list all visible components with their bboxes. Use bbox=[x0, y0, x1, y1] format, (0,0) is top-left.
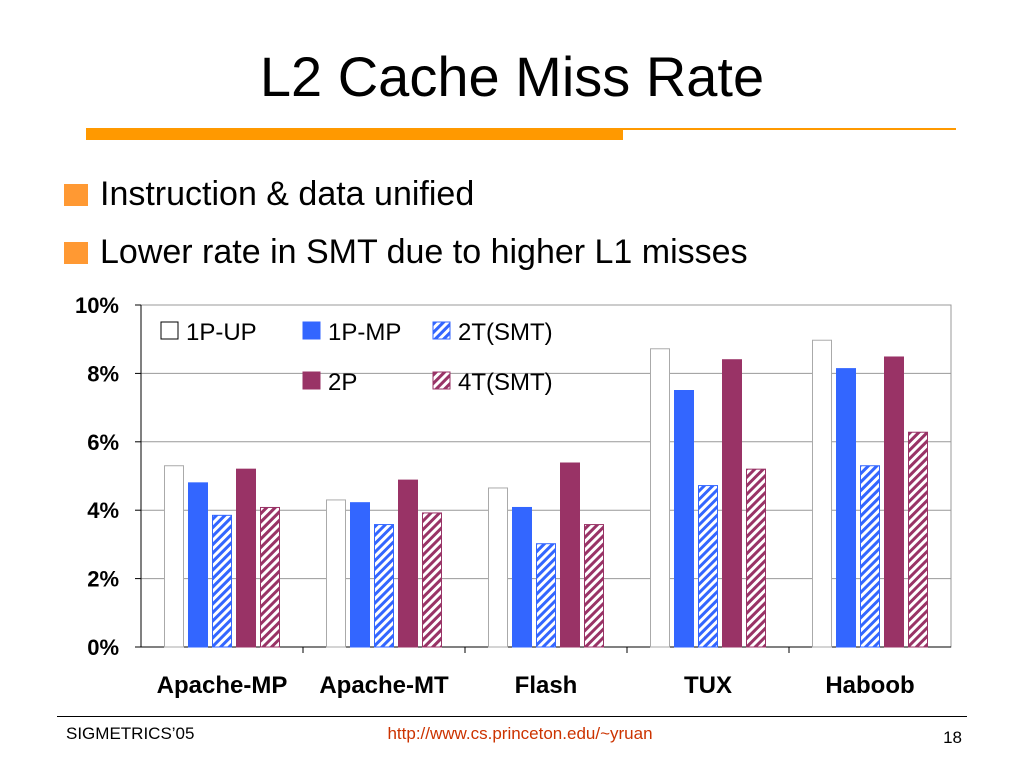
bar bbox=[398, 479, 418, 648]
bar bbox=[212, 514, 232, 648]
bullet-text: Instruction & data unified bbox=[100, 175, 475, 213]
bar bbox=[260, 506, 280, 648]
bar bbox=[746, 468, 766, 648]
bar bbox=[512, 506, 532, 648]
bar bbox=[536, 543, 556, 648]
bar bbox=[488, 487, 508, 648]
bar bbox=[560, 462, 580, 648]
bar bbox=[164, 465, 184, 648]
bar bbox=[698, 485, 718, 648]
slide-title: L2 Cache Miss Rate bbox=[259, 45, 765, 108]
bullet-item: Instruction & data unified bbox=[64, 170, 748, 228]
bar bbox=[812, 339, 832, 648]
legend-label: 2T(SMT) bbox=[458, 319, 553, 346]
page-number: 18 bbox=[943, 728, 962, 747]
title-underline bbox=[86, 128, 956, 140]
square-bullet-icon bbox=[64, 184, 88, 206]
legend-label: 1P-MP bbox=[328, 319, 401, 346]
bar bbox=[722, 359, 742, 648]
bar bbox=[884, 356, 904, 648]
bar bbox=[650, 348, 670, 648]
bullet-text: Lower rate in SMT due to higher L1 misse… bbox=[100, 233, 748, 271]
legend-swatch bbox=[302, 371, 321, 390]
title-underline-thick bbox=[86, 128, 623, 140]
legend-label: 4T(SMT) bbox=[458, 369, 553, 396]
y-tick-label: 6% bbox=[87, 430, 119, 455]
bar bbox=[188, 482, 208, 648]
x-category-label: Haboob bbox=[825, 672, 914, 699]
bar bbox=[422, 512, 442, 648]
x-category-label: Apache-MP bbox=[157, 672, 288, 699]
x-category-label: Flash bbox=[515, 672, 578, 699]
bar bbox=[908, 431, 928, 648]
bar-chart: 0% 2% 4% 6% 8% 10% Apache-MP Apache-MT Flash TUX H… bbox=[75, 293, 952, 699]
x-category-label: Apache-MT bbox=[319, 672, 449, 699]
bullet-list: Instruction & data unified Lower rate in… bbox=[64, 170, 748, 286]
bar bbox=[326, 499, 346, 648]
legend-swatch bbox=[432, 321, 451, 340]
y-tick-label: 2% bbox=[87, 567, 119, 592]
x-category-label: TUX bbox=[684, 672, 732, 699]
bar bbox=[374, 524, 394, 648]
footer-divider bbox=[57, 716, 967, 717]
y-tick-label: 8% bbox=[87, 361, 119, 386]
y-tick-label: 10% bbox=[75, 293, 119, 318]
footer-url-link[interactable]: http://www.cs.princeton.edu/~yruan bbox=[387, 724, 653, 743]
square-bullet-icon bbox=[64, 242, 88, 264]
legend-label: 2P bbox=[328, 369, 357, 396]
bar bbox=[584, 524, 604, 648]
bar bbox=[350, 502, 370, 648]
legend-swatch bbox=[160, 321, 179, 340]
bar bbox=[236, 468, 256, 648]
bar bbox=[674, 390, 694, 648]
bar bbox=[860, 465, 880, 648]
legend-swatch bbox=[432, 371, 451, 390]
legend-label: 1P-UP bbox=[186, 319, 257, 346]
legend-swatch bbox=[302, 321, 321, 340]
title-underline-thin bbox=[623, 128, 956, 130]
footer-conference: SIGMETRICS’05 bbox=[66, 724, 195, 743]
y-tick-label: 4% bbox=[87, 498, 119, 523]
bar bbox=[836, 368, 856, 648]
bullet-item: Lower rate in SMT due to higher L1 misse… bbox=[64, 228, 748, 286]
y-tick-label: 0% bbox=[87, 635, 119, 660]
